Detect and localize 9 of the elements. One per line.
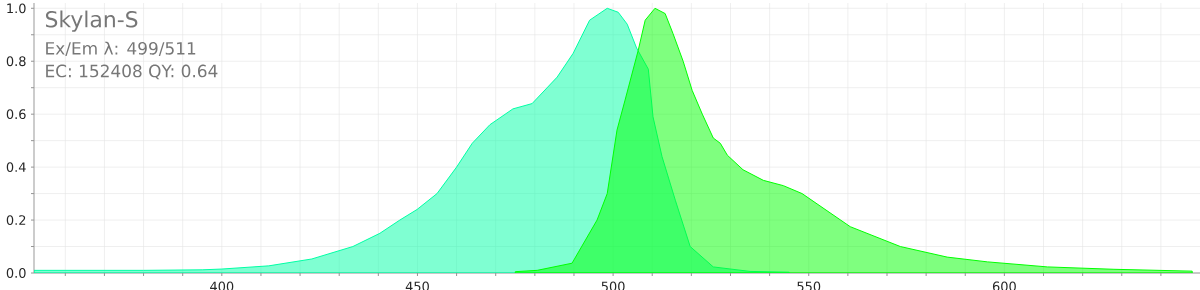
chart-title: Skylan-S [45, 10, 138, 32]
y-tick-label: 0.6 [6, 109, 26, 120]
y-tick-label: 0.2 [6, 215, 26, 225]
y-tick-label: 0.4 [6, 162, 26, 173]
annotation: EC: 152408 QY: 0.64 [46, 64, 218, 80]
y-tick-label: 1.0 [7, 3, 26, 14]
annotation: Ex/Em λ: 499/511 [46, 41, 196, 57]
y-tick-label: 0.0 [6, 268, 26, 278]
y-tick-label: 0.8 [6, 56, 26, 67]
